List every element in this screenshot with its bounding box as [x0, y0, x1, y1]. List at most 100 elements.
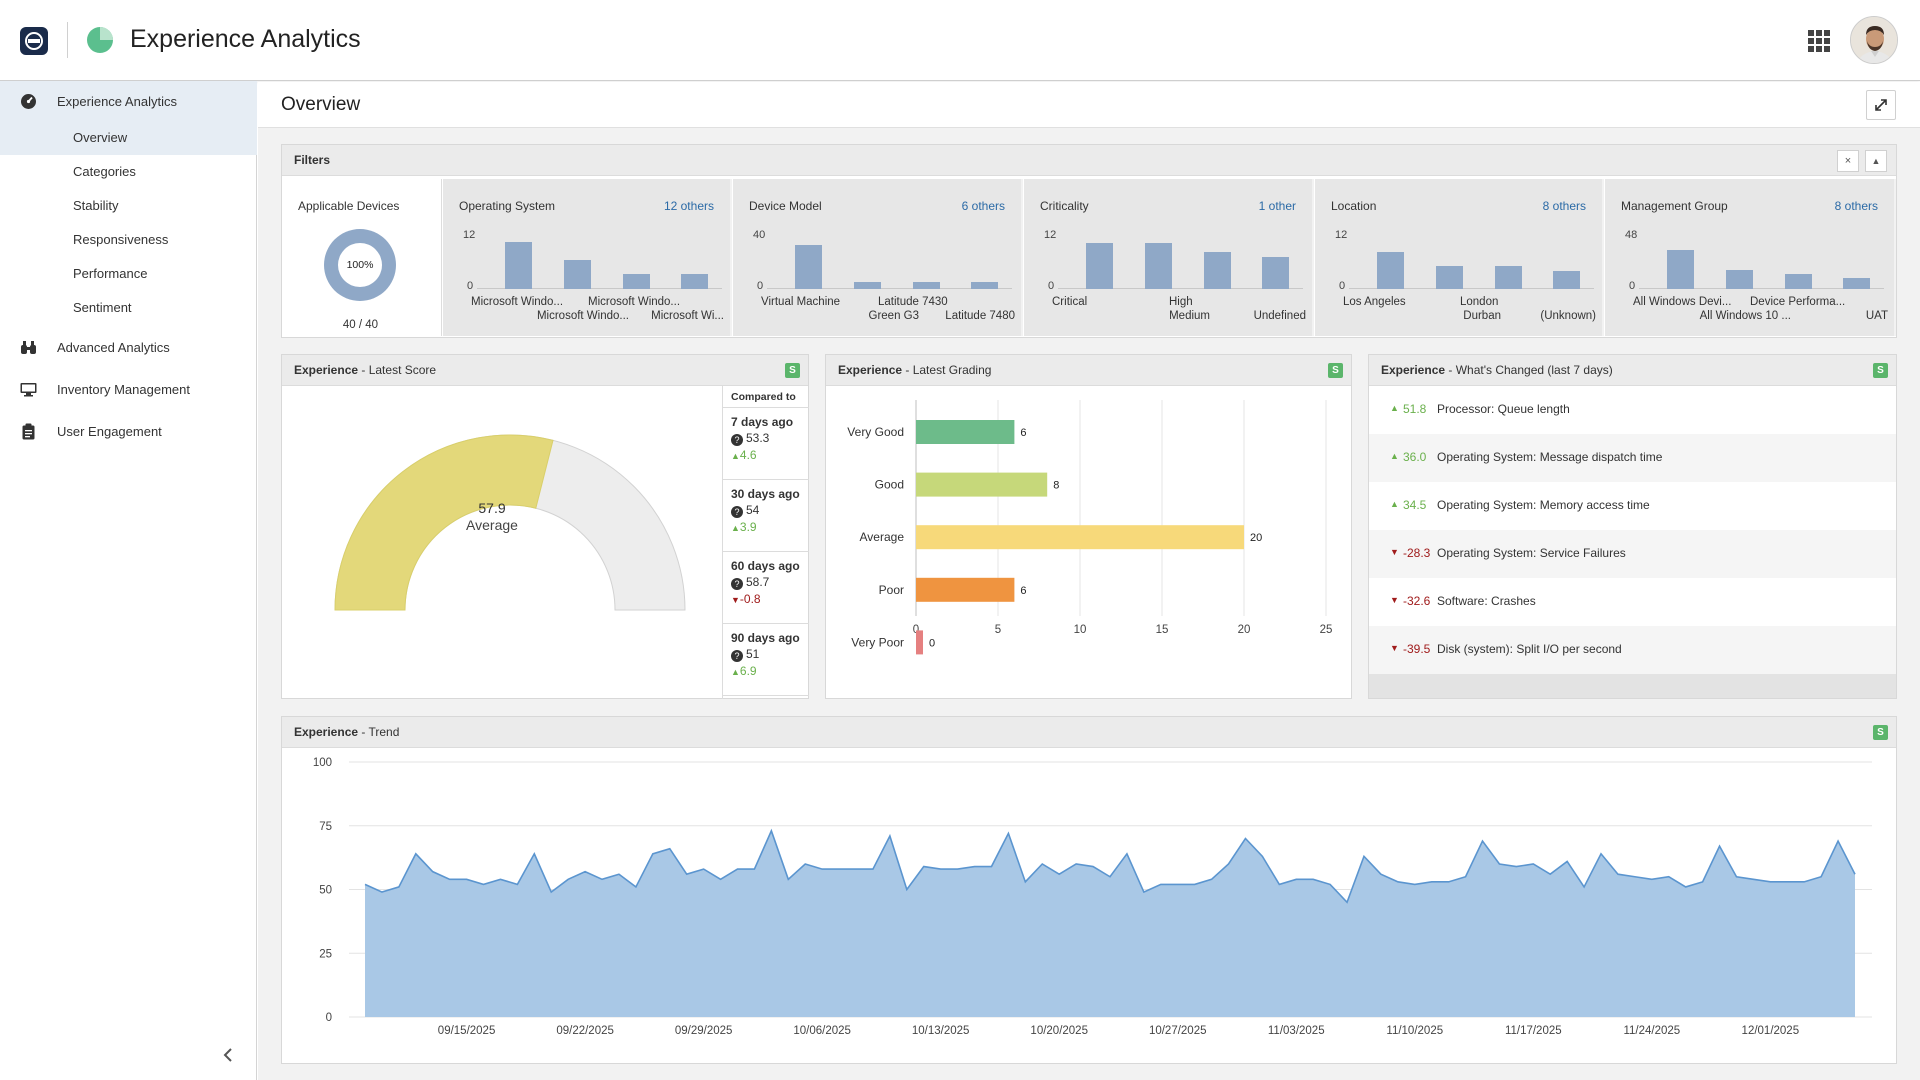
filter-others-link[interactable]: 6 others [961, 199, 1005, 213]
filters-panel: Filters × ▲ Applicable Devices 100% 40 /… [281, 144, 1897, 338]
change-metric-label: Processor: Queue length [1437, 402, 1570, 416]
filter-title: Management Group [1621, 199, 1728, 213]
change-value: 51.8 [1403, 402, 1427, 416]
status-badge[interactable]: S [1873, 363, 1888, 378]
filter-title: Location [1331, 199, 1377, 213]
filter-others-link[interactable]: 1 other [1258, 199, 1296, 213]
grading-bar[interactable] [916, 472, 1048, 497]
fullscreen-expand-button[interactable] [1866, 90, 1896, 120]
filter-axis-min: 0 [1048, 280, 1055, 292]
filter-bar[interactable] [1553, 271, 1580, 289]
panel-title-bold: Experience [294, 363, 359, 377]
filter-bar[interactable] [1204, 252, 1231, 289]
filter-bar[interactable] [1495, 266, 1522, 289]
grading-bar[interactable] [916, 577, 1015, 602]
filter-bar[interactable] [1667, 250, 1694, 289]
sidebar-subitem-performance[interactable]: Performance [0, 257, 257, 291]
filter-bar[interactable] [681, 274, 708, 289]
comparison-value-line: ? 58.7 [731, 575, 809, 590]
filter-applicable-devices[interactable]: Applicable Devices 100% 40 / 40 [282, 179, 442, 336]
x-tick-label: 10/27/2025 [1149, 1025, 1207, 1037]
clear-filters-button[interactable]: × [1837, 150, 1859, 172]
filter-axis-max: 12 [1335, 229, 1348, 241]
y-category-label: Good [875, 478, 904, 492]
filter-box-operating-system[interactable]: Operating System 12 others 12 0 Microsoft Wi… [443, 179, 732, 336]
filter-bar[interactable] [564, 260, 591, 289]
sidebar-item-inventory-management[interactable]: Inventory Management [0, 369, 257, 409]
status-badge[interactable]: S [1328, 363, 1343, 378]
filter-bar-label: UAT [1865, 310, 1888, 322]
y-tick-label: 75 [319, 821, 332, 833]
filter-axis-min: 0 [467, 280, 474, 292]
filter-bar[interactable] [1262, 257, 1289, 289]
filter-bar[interactable] [1086, 243, 1113, 289]
filter-bar-label: Microsoft Wi... [651, 310, 724, 322]
filter-box-location[interactable]: Location 8 others 12 0 Los Angeles London Durb… [1315, 179, 1604, 336]
change-row[interactable]: ▼ -28.3 Operating System: Service Failures [1369, 530, 1896, 578]
x-tick-label: 10/20/2025 [1030, 1025, 1088, 1037]
score-gauge [310, 400, 710, 643]
sidebar-item-experience-analytics[interactable]: Experience Analytics [0, 81, 257, 121]
filter-bar[interactable] [1377, 252, 1404, 289]
grading-bar-chart: 0 5 10 15 20 25 Very Good 6 Good 8 Average 20 Poor 6 V… [847, 400, 1332, 655]
trend-down-icon: ▼ [1390, 595, 1399, 605]
filter-bar[interactable] [1843, 278, 1870, 289]
filter-bar[interactable] [854, 282, 881, 289]
change-row[interactable]: ▲ 51.8 Processor: Queue length [1369, 386, 1896, 434]
filter-bar[interactable] [623, 274, 650, 289]
filter-bar[interactable] [795, 245, 822, 289]
trend-up-icon: ▲ [731, 451, 740, 461]
filter-others-link[interactable]: 8 others [1542, 199, 1586, 213]
bar-data-label: 0 [929, 637, 935, 649]
comparison-column: Compared to 7 days ago? 53.3 ▲4.6 30 days a… [722, 386, 809, 699]
grading-bar[interactable] [916, 525, 1244, 550]
change-row[interactable]: ▲ 34.5 Operating System: Memory access tim… [1369, 482, 1896, 530]
user-avatar[interactable] [1850, 16, 1898, 64]
filter-bar[interactable] [1436, 266, 1463, 289]
score-info-icon: ? [731, 434, 743, 446]
filter-others-link[interactable]: 8 others [1834, 199, 1878, 213]
change-row[interactable]: ▼ -39.5 Disk (system): Split I/O per secon… [1369, 626, 1896, 674]
brand-logo-icon[interactable] [20, 27, 48, 55]
change-row[interactable]: ▼ -32.6 Software: Crashes [1369, 578, 1896, 626]
filter-bar-label: Los Angeles [1343, 296, 1406, 308]
filter-bar[interactable] [505, 242, 532, 289]
trend-up-icon: ▲ [731, 523, 740, 533]
sidebar-item-advanced-analytics[interactable]: Advanced Analytics [0, 327, 257, 367]
device-count: 40 / 40 [342, 319, 379, 331]
filter-bar[interactable] [1726, 270, 1753, 289]
whats-changed-header: Experience - What's Changed (last 7 days… [1369, 355, 1896, 386]
filter-axis-min: 0 [757, 280, 764, 292]
filter-others-link[interactable]: 12 others [663, 199, 714, 213]
collapse-sidebar-chevron-icon[interactable] [222, 1047, 234, 1068]
sidebar-item-user-engagement[interactable]: User Engagement [0, 411, 257, 451]
app-launcher-grid-icon[interactable] [1808, 30, 1830, 52]
sidebar-subitem-responsiveness[interactable]: Responsiveness [0, 223, 257, 257]
filter-box-device-model[interactable]: Device Model 6 others 40 0 Virtual Machine La… [733, 179, 1023, 336]
sidebar-subitem-categories[interactable]: Categories [0, 155, 257, 189]
comparison-value: 53.3 [746, 431, 770, 445]
sidebar-subitem-overview[interactable]: Overview [0, 121, 257, 155]
filter-bar[interactable] [971, 282, 998, 289]
collapse-filters-button[interactable]: ▲ [1865, 150, 1887, 172]
status-badge[interactable]: S [1873, 725, 1888, 740]
trend-line[interactable] [364, 828, 1856, 904]
filter-axis-line [477, 288, 722, 289]
comparison-change-value: 3.9 [739, 520, 757, 534]
filter-box-criticality[interactable]: Criticality 1 other 12 0 Critical High Medium U… [1024, 179, 1314, 336]
status-badge[interactable]: S [785, 363, 800, 378]
grading-bar[interactable] [916, 630, 923, 655]
sidebar-subitem-sentiment[interactable]: Sentiment [0, 291, 257, 325]
x-tick-label: 5 [995, 624, 1001, 636]
filter-bar[interactable] [1145, 243, 1172, 289]
filter-box-management-group[interactable]: Management Group 8 others 48 0 All Windows D… [1605, 179, 1896, 336]
filter-bar[interactable] [913, 282, 940, 289]
sidebar-subitem-stability[interactable]: Stability [0, 189, 257, 223]
filter-bar[interactable] [1785, 274, 1812, 289]
comparison-change: ▲4.6 [731, 448, 809, 462]
trend-down-icon: ▼ [1390, 547, 1399, 557]
filter-bar-label: Durban [1463, 310, 1501, 322]
change-row[interactable]: ▲ 36.0 Operating System: Message dispatch … [1369, 434, 1896, 482]
comparison-change-value: -0.8 [739, 592, 761, 606]
grading-bar[interactable] [916, 420, 1015, 444]
